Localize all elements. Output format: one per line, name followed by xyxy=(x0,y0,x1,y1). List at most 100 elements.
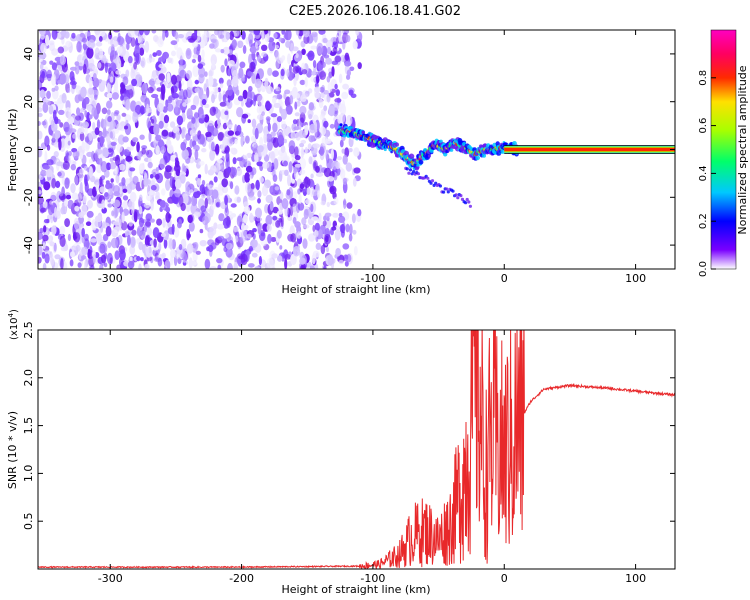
noise-speckle xyxy=(168,131,174,138)
noise-speckle xyxy=(193,45,201,56)
noise-speckle xyxy=(247,119,251,124)
noise-speckle xyxy=(254,266,261,269)
noise-speckle xyxy=(236,215,243,227)
noise-speckle xyxy=(298,193,302,204)
noise-speckle xyxy=(348,148,353,153)
noise-speckle xyxy=(256,105,263,114)
noise-speckle xyxy=(201,49,205,59)
noise-speckle xyxy=(167,144,174,154)
noise-speckle xyxy=(353,167,361,174)
noise-speckle xyxy=(236,124,242,136)
noise-speckle xyxy=(355,30,360,36)
noise-speckle xyxy=(270,237,277,242)
noise-speckle xyxy=(74,61,80,66)
noise-speckle xyxy=(308,156,313,165)
noise-speckle xyxy=(128,221,133,227)
noise-speckle xyxy=(309,123,316,134)
noise-speckle xyxy=(253,239,258,248)
noise-speckle xyxy=(255,179,260,191)
noise-speckle xyxy=(104,192,109,198)
noise-speckle xyxy=(101,118,107,130)
noise-speckle xyxy=(272,174,278,183)
noise-speckle xyxy=(101,107,108,115)
noise-speckle xyxy=(316,42,324,55)
noise-speckle xyxy=(284,169,289,176)
noise-speckle xyxy=(225,242,233,250)
noise-speckle xyxy=(288,161,293,173)
snr-frame xyxy=(37,329,676,570)
noise-speckle xyxy=(292,246,301,257)
noise-speckle xyxy=(295,93,301,99)
noise-speckle xyxy=(251,118,257,128)
noise-speckle xyxy=(151,119,155,124)
noise-speckle xyxy=(40,207,47,213)
noise-speckle xyxy=(90,238,97,243)
noise-speckle xyxy=(87,105,93,113)
signal-speckle xyxy=(512,141,517,146)
steady-band-core xyxy=(504,147,675,152)
noise-speckle xyxy=(290,131,296,140)
noise-speckle xyxy=(314,131,322,139)
noise-speckle xyxy=(170,40,178,46)
noise-speckle xyxy=(125,155,133,162)
noise-speckle xyxy=(104,62,111,67)
noise-speckle xyxy=(44,253,50,264)
noise-speckle xyxy=(217,264,222,269)
snr-scale-base: (x10 xyxy=(9,317,20,340)
noise-speckle xyxy=(40,169,47,177)
noise-speckle xyxy=(221,178,228,188)
noise-speckle xyxy=(51,178,57,189)
noise-speckle xyxy=(127,30,135,38)
noise-speckle xyxy=(150,174,154,179)
noise-speckle xyxy=(177,34,184,39)
noise-speckle xyxy=(193,241,199,250)
noise-speckle xyxy=(153,139,157,149)
noise-speckle xyxy=(130,236,136,248)
noise-speckle xyxy=(352,40,358,50)
noise-speckle xyxy=(113,111,119,117)
noise-speckle xyxy=(81,37,87,43)
noise-speckle xyxy=(333,101,340,111)
signal-speckle xyxy=(394,142,399,147)
noise-speckle xyxy=(79,32,85,38)
noise-speckle xyxy=(281,30,286,35)
noise-speckle xyxy=(327,176,335,182)
noise-speckle xyxy=(252,228,257,233)
noise-speckle xyxy=(234,235,239,243)
noise-speckle xyxy=(53,151,59,158)
noise-speckle xyxy=(106,92,113,99)
noise-speckle xyxy=(319,146,325,156)
noise-speckle xyxy=(165,206,171,213)
noise-speckle xyxy=(78,212,85,218)
noise-speckle xyxy=(222,46,230,55)
noise-speckle xyxy=(51,48,59,56)
noise-speckle xyxy=(294,146,299,158)
noise-speckle xyxy=(299,105,307,115)
noise-speckle xyxy=(158,63,165,69)
noise-speckle xyxy=(204,163,208,175)
noise-speckle xyxy=(107,148,113,153)
noise-speckle xyxy=(243,201,249,207)
noise-speckle xyxy=(38,107,43,113)
noise-speckle xyxy=(147,86,154,94)
noise-speckle xyxy=(42,234,49,242)
noise-speckle xyxy=(294,155,301,161)
noise-speckle xyxy=(156,50,162,56)
noise-speckle xyxy=(326,246,329,253)
colorbar-tick-label: 0.4 xyxy=(698,165,709,181)
noise-speckle xyxy=(204,258,211,269)
noise-speckle xyxy=(261,185,269,197)
noise-speckle xyxy=(163,238,168,249)
noise-speckle xyxy=(38,189,42,195)
noise-speckle xyxy=(110,237,118,249)
noise-speckle xyxy=(265,194,273,204)
noise-speckle xyxy=(116,46,123,54)
noise-speckle xyxy=(165,211,171,223)
noise-speckle xyxy=(325,39,333,49)
signal-tail-speckle xyxy=(460,197,465,201)
noise-speckle xyxy=(87,249,94,260)
noise-speckle xyxy=(109,257,113,265)
noise-speckle xyxy=(136,141,140,153)
noise-speckle xyxy=(272,70,279,77)
